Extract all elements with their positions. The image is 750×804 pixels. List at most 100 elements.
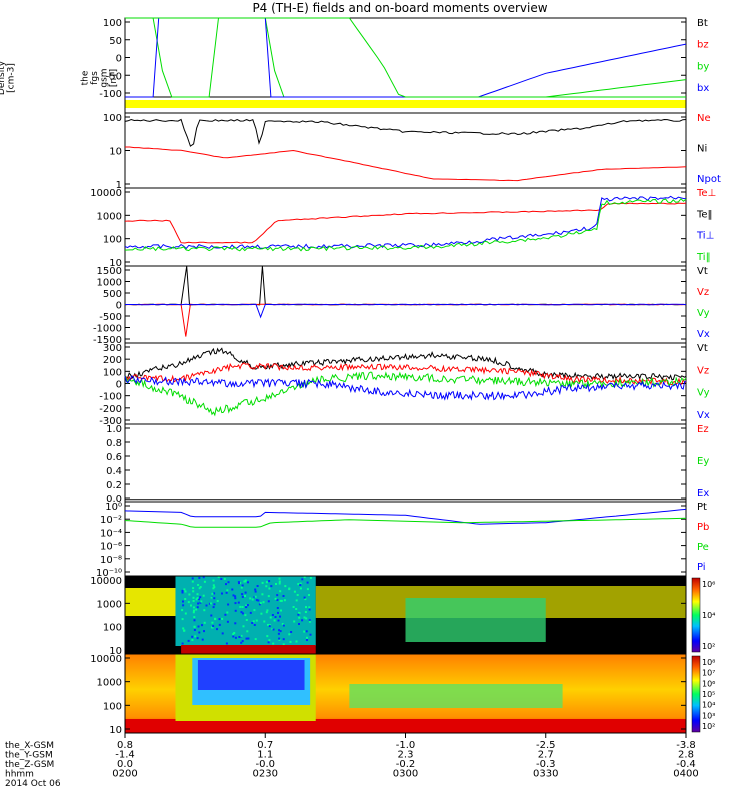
peir-speckle [233, 632, 236, 634]
peir-speckle [182, 600, 184, 603]
panel-frame [124, 423, 687, 503]
peir-speckle [184, 590, 187, 593]
series-line [124, 508, 687, 525]
peir-speckle [197, 598, 200, 601]
peir-speckle [210, 596, 213, 599]
peir-speckle [198, 576, 201, 579]
peer-green-patch [349, 684, 563, 708]
peir-speckle [188, 593, 191, 596]
footer-value: -0.4 [676, 759, 696, 770]
footer-value: 2.7 [538, 750, 554, 761]
peir-speckle [196, 593, 199, 596]
peir-speckle [274, 597, 277, 600]
footer-row-label: hhmm [5, 770, 34, 780]
peir-speckle [303, 616, 306, 619]
peir-speckle [276, 607, 279, 609]
peir-speckle [306, 636, 308, 639]
colorbar-tick-label: 10⁶ [702, 580, 715, 589]
series-line [124, 195, 687, 250]
y-tick-label: 100 [103, 235, 122, 246]
peir-speckle [240, 634, 243, 637]
y-axis-label-line: [nT] [109, 69, 119, 87]
y-tick-label: 0.6 [106, 452, 122, 463]
peir-speckle [254, 588, 257, 591]
legend-entry: Ti⊥ [696, 231, 714, 242]
peir-speckle [265, 611, 268, 614]
peir-speckle [255, 599, 258, 602]
peir-speckle [267, 641, 270, 644]
y-tick-label: 0 [116, 54, 122, 65]
peir-speckle [234, 602, 237, 605]
peir-speckle [278, 580, 281, 583]
peir-speckle [211, 592, 214, 595]
peir-speckle [224, 613, 227, 616]
y-tick-label: 0 [116, 301, 122, 312]
peir-speckle [276, 594, 279, 597]
peir-speckle [308, 606, 311, 609]
peir-speckle [237, 601, 240, 604]
peir-speckle [293, 590, 296, 593]
peir-speckle [260, 612, 263, 615]
y-tick-label: 1000 [97, 678, 122, 689]
peir-speckle [279, 599, 282, 602]
peir-speckle [199, 586, 202, 588]
y-tick-label: 100 [103, 18, 122, 29]
peir-speckle [191, 639, 194, 641]
peir-speckle [202, 594, 205, 597]
legend-entry: Vx [697, 410, 710, 421]
legend-entry: Ey [697, 456, 709, 467]
peir-speckle [305, 630, 308, 633]
peir-speckle [220, 578, 223, 580]
peir-speckle [241, 606, 244, 608]
peir-speckle [195, 608, 198, 611]
peir-speckle [226, 620, 229, 623]
y-axis-label-line: gsm [99, 68, 109, 87]
peir-speckle [265, 581, 268, 584]
peir-speckle [253, 596, 256, 599]
legend-entry: Vt [697, 343, 708, 354]
legend-entry: Pb [697, 522, 709, 533]
peir-speckle [268, 625, 271, 628]
peir-speckle [192, 596, 195, 599]
y-tick-label: -1500 [93, 335, 122, 346]
peir-speckle [195, 598, 198, 601]
y-tick-label: 100 [103, 113, 122, 124]
colorbar-gradient [691, 655, 701, 733]
peir-speckle [295, 640, 298, 643]
peir-speckle [303, 596, 306, 599]
legend-entry: bz [697, 40, 709, 51]
peir-speckle [249, 597, 252, 600]
colorbar-tick-label: 10⁴ [702, 611, 715, 620]
peir-speckle [268, 580, 271, 583]
peir-speckle [197, 584, 200, 586]
peir-speckle [277, 632, 280, 635]
peir-speckle [295, 599, 298, 602]
peir-speckle [213, 603, 216, 606]
peir-speckle [196, 597, 199, 600]
peir-speckle [251, 598, 254, 601]
y-tick-label: 10⁻² [100, 515, 122, 526]
peir-speckle [244, 591, 247, 594]
peir-speckle [184, 598, 187, 600]
peir-speckle [192, 611, 195, 614]
peir-speckle [278, 629, 280, 632]
footer-row-label: the_Y-GSM [5, 751, 53, 761]
y-tick-label: 10000 [90, 188, 122, 199]
legend-entry: Vt [697, 266, 708, 277]
peir-speckle [301, 619, 304, 622]
peir-speckle [273, 619, 276, 622]
peir-speckle [181, 618, 184, 621]
peir-speckle [217, 576, 220, 578]
peir-speckle [197, 602, 200, 605]
page-title: P4 (TH-E) fields and on-board moments ov… [252, 1, 547, 15]
peir-speckle [193, 616, 196, 619]
peir-speckle [232, 633, 235, 636]
y-tick-label: 10⁻¹⁰ [96, 568, 122, 579]
peir-speckle [245, 606, 248, 609]
peir-speckle [193, 619, 196, 622]
peir-speckle [296, 594, 299, 596]
peir-speckle [306, 581, 309, 584]
footer-value: -1.0 [396, 740, 416, 751]
legend-entry: Ne [697, 113, 711, 124]
peir-speckle [299, 587, 302, 590]
